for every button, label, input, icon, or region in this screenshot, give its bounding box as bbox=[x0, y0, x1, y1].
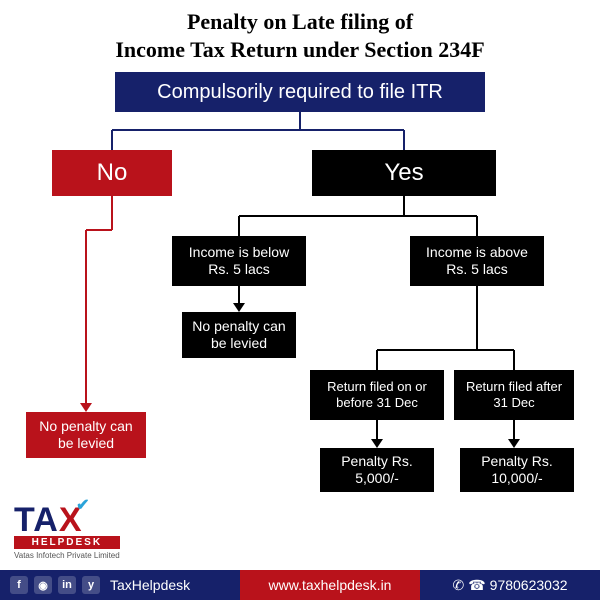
connector bbox=[376, 420, 378, 439]
title-line2: Income Tax Return under Section 234F bbox=[10, 36, 590, 64]
connector bbox=[299, 112, 301, 130]
node-after31: Return filed after 31 Dec bbox=[454, 370, 574, 420]
node-below5_result: No penalty can be levied bbox=[182, 312, 296, 358]
connector bbox=[85, 230, 87, 403]
instagram-icon: ◉ bbox=[34, 576, 52, 594]
node-no_result: No penalty can be levied bbox=[26, 412, 146, 458]
node-yes: Yes bbox=[312, 150, 496, 196]
node-no: No bbox=[52, 150, 172, 196]
connector bbox=[238, 286, 240, 303]
checkmark-icon: ✔ bbox=[76, 495, 90, 515]
footer-contact: ✆ ☎ 9780623032 bbox=[420, 570, 600, 600]
footer-bar: f ◉ in y TaxHelpdesk www.taxhelpdesk.in … bbox=[0, 570, 600, 600]
arrow-icon bbox=[80, 403, 92, 412]
arrow-icon bbox=[508, 439, 520, 448]
connector bbox=[513, 420, 515, 439]
youtube-icon: y bbox=[82, 576, 100, 594]
connector bbox=[239, 215, 477, 217]
logo-tagline: Vatas Infotech Private Limited bbox=[14, 551, 120, 560]
footer-social: f ◉ in y TaxHelpdesk bbox=[0, 570, 240, 600]
node-penalty5k: Penalty Rs. 5,000/- bbox=[320, 448, 434, 492]
connector bbox=[377, 349, 514, 351]
footer-handle: TaxHelpdesk bbox=[110, 577, 190, 593]
connector bbox=[86, 229, 112, 231]
logo-main: TA bbox=[14, 501, 59, 539]
node-below5: Income is below Rs. 5 lacs bbox=[172, 236, 306, 286]
title-line1: Penalty on Late filing of bbox=[10, 8, 590, 36]
page-title: Penalty on Late filing of Income Tax Ret… bbox=[0, 0, 600, 67]
node-before31: Return filed on or before 31 Dec bbox=[310, 370, 444, 420]
connector bbox=[476, 286, 478, 350]
connector bbox=[403, 130, 405, 150]
node-penalty10k: Penalty Rs. 10,000/- bbox=[460, 448, 574, 492]
facebook-icon: f bbox=[10, 576, 28, 594]
footer-website: www.taxhelpdesk.in bbox=[240, 570, 420, 600]
whatsapp-icon: ✆ bbox=[452, 577, 464, 594]
connector bbox=[476, 216, 478, 236]
brand-logo: TAX ✔ HELPDESK Vatas Infotech Private Li… bbox=[14, 501, 120, 560]
phone-icon: ☎ bbox=[468, 577, 485, 594]
linkedin-icon: in bbox=[58, 576, 76, 594]
connector bbox=[513, 350, 515, 370]
arrow-icon bbox=[371, 439, 383, 448]
arrow-icon bbox=[233, 303, 245, 312]
connector bbox=[111, 196, 113, 230]
connector bbox=[376, 350, 378, 370]
connector bbox=[403, 196, 405, 216]
footer-phone: 9780623032 bbox=[490, 577, 568, 593]
connector bbox=[112, 129, 404, 131]
website-text: www.taxhelpdesk.in bbox=[269, 577, 392, 593]
node-above5: Income is above Rs. 5 lacs bbox=[410, 236, 544, 286]
connector bbox=[238, 216, 240, 236]
node-root: Compulsorily required to file ITR bbox=[115, 72, 485, 112]
connector bbox=[111, 130, 113, 150]
